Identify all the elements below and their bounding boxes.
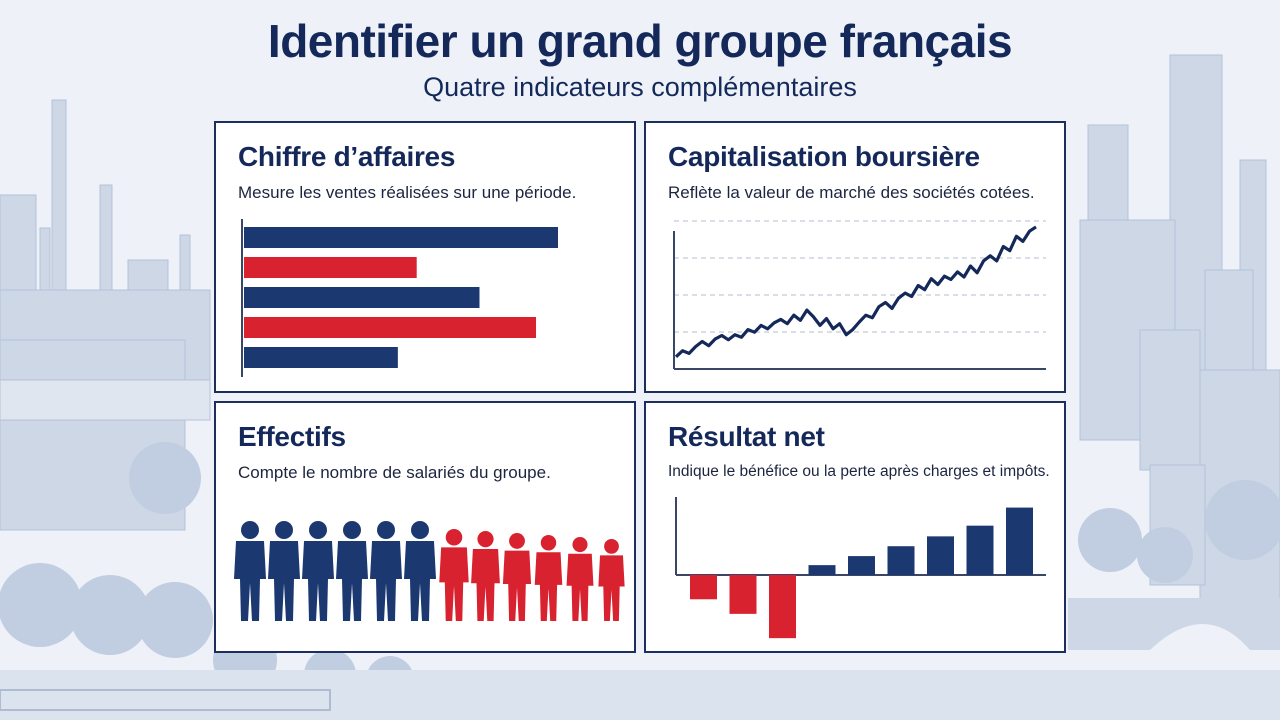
person-head [540, 535, 557, 551]
net-income-bar [927, 536, 954, 575]
person-head [309, 521, 327, 539]
person-icon [302, 521, 334, 621]
person-body [336, 541, 368, 621]
market-cap-title: Capitalisation boursière [668, 141, 980, 172]
revenue-bar-chart [241, 219, 558, 377]
person-body [534, 552, 563, 621]
person-icon [566, 537, 594, 621]
net-income-bar-chart [675, 497, 1046, 639]
person-icon [471, 531, 500, 621]
person-head [377, 521, 395, 539]
person-icon [336, 521, 368, 621]
person-head [343, 521, 361, 539]
person-icon [370, 521, 402, 621]
person-head [604, 539, 619, 554]
net-income-bar [966, 525, 994, 575]
person-head [477, 531, 494, 548]
net-income-title: Résultat net [668, 421, 825, 452]
net-income-bar [848, 556, 875, 575]
net-income-bar [690, 575, 717, 600]
person-body [404, 541, 436, 621]
net-income-description: Indique le bénéfice ou la perte après ch… [668, 463, 1050, 480]
person-head [241, 521, 259, 539]
revenue-description: Mesure les ventes réalisées sur une péri… [238, 183, 577, 202]
person-icon [502, 533, 532, 621]
market-cap-description: Reflète la valeur de marché des sociétés… [668, 183, 1035, 202]
net-income-bar [808, 565, 836, 575]
person-body [234, 541, 266, 621]
person-body [566, 553, 594, 621]
market-cap-series-line [674, 225, 1037, 358]
net-income-bar [1006, 507, 1033, 575]
page-title: Identifier un grand groupe français [267, 15, 1013, 67]
person-icon [268, 521, 300, 621]
person-head [275, 521, 293, 539]
person-body [439, 547, 469, 621]
person-icon [404, 521, 436, 621]
person-icon [598, 539, 625, 621]
revenue-bar [244, 227, 558, 248]
person-icon [534, 535, 563, 621]
workforce-description: Compte le nombre de salariés du groupe. [238, 463, 551, 482]
revenue-title: Chiffre d’affaires [238, 141, 456, 172]
person-head [445, 529, 463, 546]
revenue-bar [244, 287, 480, 308]
person-icon [439, 529, 469, 621]
person-body [370, 541, 402, 621]
revenue-bar [244, 347, 398, 368]
workforce-title: Effectifs [238, 421, 346, 452]
net-income-bar [887, 546, 915, 575]
person-body [302, 541, 334, 621]
person-body [471, 549, 500, 621]
person-body [598, 555, 625, 621]
revenue-bar [244, 317, 537, 338]
person-head [411, 521, 429, 539]
person-body [268, 541, 300, 621]
workforce-pictogram [234, 521, 625, 621]
net-income-bar [769, 575, 796, 639]
revenue-bar [244, 257, 417, 278]
person-icon [234, 521, 266, 621]
revenue-panel: Chiffre d’affaires Mesure les ventes réa… [214, 121, 636, 393]
market-cap-panel: Capitalisation boursière Reflète la vale… [644, 121, 1066, 393]
workforce-panel: Effectifs Compte le nombre de salariés d… [214, 401, 636, 653]
net-income-panel: Résultat net Indique le bénéfice ou la p… [644, 401, 1066, 653]
person-body [502, 550, 532, 621]
market-cap-line-chart [673, 220, 1046, 370]
net-income-bar [729, 575, 757, 614]
person-head [572, 537, 588, 553]
person-head [509, 533, 525, 549]
page-subtitle: Quatre indicateurs complémentaires [423, 72, 857, 102]
